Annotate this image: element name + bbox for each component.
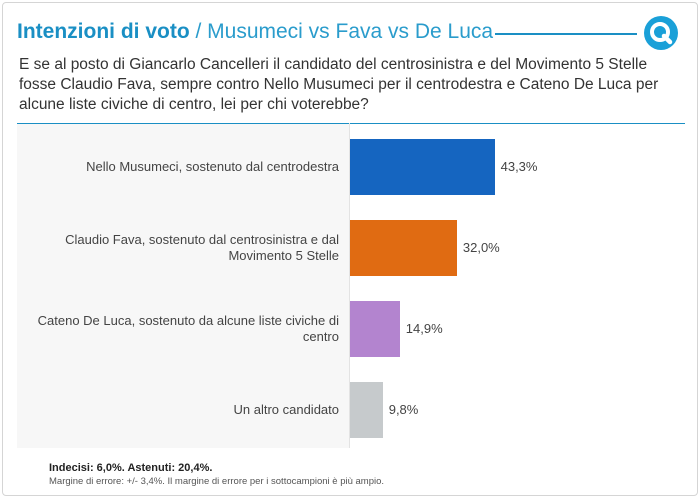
- category-label: Claudio Fava, sostenuto dal centrosinist…: [65, 231, 339, 263]
- undecided-abstained-summary: Indecisi: 6,0%. Astenuti: 20,4%.: [49, 462, 213, 474]
- value-label: 14,9%: [405, 320, 443, 336]
- bar: [350, 300, 400, 357]
- quorum-q-logo-icon: [644, 16, 678, 50]
- chart-footer: Indecisi: 6,0%. Astenuti: 20,4%. Margine…: [49, 461, 669, 488]
- category-label: Cateno De Luca, sostenuto da alcune list…: [37, 312, 339, 344]
- value-axis-line: [349, 123, 350, 448]
- bar-chart: Nello Musumeci, sostenuto dal centrodest…: [17, 123, 685, 448]
- chart-title: Intenzioni di voto / Musumeci vs Fava vs…: [17, 19, 493, 45]
- chart-title-sub: / Musumeci vs Fava vs De Luca: [189, 20, 494, 43]
- chart-top-rule: [349, 123, 685, 124]
- category-label: Nello Musumeci, sostenuto dal centrodest…: [86, 158, 339, 174]
- bar: [350, 138, 495, 195]
- chart-title-main: Intenzioni di voto: [17, 20, 190, 43]
- value-label: 32,0%: [462, 239, 500, 255]
- category-label: Un altro candidato: [233, 401, 339, 417]
- bar: [350, 381, 383, 438]
- value-label: 9,8%: [388, 401, 419, 417]
- bar: [350, 219, 457, 276]
- chart-header: Intenzioni di voto / Musumeci vs Fava vs…: [17, 15, 683, 50]
- title-rule: [495, 33, 637, 35]
- survey-question: E se al posto di Giancarlo Cancelleri il…: [19, 56, 659, 113]
- value-label: 43,3%: [500, 158, 538, 174]
- label-panel: [17, 123, 349, 448]
- margin-of-error-note: Margine di errore: +/- 3,4%. Il margine …: [49, 476, 385, 487]
